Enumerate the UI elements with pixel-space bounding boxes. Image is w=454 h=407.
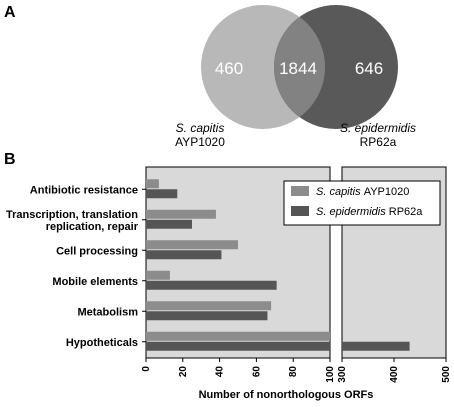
legend: S. capitis AYP1020 S. epidermidis RP62a bbox=[283, 180, 441, 226]
venn-diagram: 460 1844 646 S. capitis AYP1020 S. epide… bbox=[175, 5, 416, 149]
x-tick-label: 300 bbox=[337, 366, 348, 383]
bar bbox=[146, 179, 159, 189]
bar bbox=[146, 219, 192, 229]
bar bbox=[146, 341, 330, 351]
x-tick-label: 20 bbox=[178, 366, 189, 378]
category-label: replication, repair bbox=[46, 221, 139, 233]
venn-only-capitis-value: 460 bbox=[215, 59, 243, 78]
bar bbox=[146, 250, 222, 260]
x-tick-label: 400 bbox=[389, 366, 400, 383]
bar bbox=[146, 240, 238, 250]
venn-only-epidermidis-value: 646 bbox=[355, 59, 383, 78]
x-tick-label: 60 bbox=[251, 366, 262, 378]
bar-chart: Antibiotic resistance Transcription, tran… bbox=[6, 166, 452, 401]
legend-swatch bbox=[291, 186, 309, 196]
legend-swatch bbox=[291, 206, 309, 216]
bar bbox=[146, 311, 268, 321]
venn-label-capitis: S. capitis bbox=[176, 121, 225, 135]
x-tick-label: 40 bbox=[215, 366, 226, 378]
venn-label-capitis-strain: AYP1020 bbox=[175, 135, 225, 149]
legend-label: S. epidermidis RP62a bbox=[316, 206, 423, 218]
bar bbox=[146, 270, 170, 280]
legend-label-italic: S. epidermidis bbox=[316, 206, 389, 218]
bar bbox=[146, 301, 272, 311]
venn-label-capitis-italic: S. capitis bbox=[176, 121, 225, 135]
venn-intersection-value: 1844 bbox=[279, 59, 317, 78]
bar bbox=[342, 341, 410, 351]
panel-label-b: B bbox=[4, 151, 16, 168]
bar bbox=[146, 331, 330, 341]
x-tick-label: 80 bbox=[288, 366, 299, 378]
venn-label-epidermidis-strain: RP62a bbox=[360, 135, 397, 149]
venn-label-epidermidis-italic: S. epidermidis bbox=[340, 121, 416, 135]
x-axis-label: Number of nonorthologous ORFs bbox=[199, 389, 374, 401]
category-label: Antibiotic resistance bbox=[30, 184, 138, 196]
venn-label-epidermidis: S. epidermidis bbox=[340, 121, 416, 135]
legend-label: S. capitis AYP1020 bbox=[316, 186, 409, 198]
x-tick-label: 0 bbox=[141, 366, 152, 372]
bar bbox=[146, 280, 277, 290]
bar bbox=[146, 189, 178, 199]
legend-box bbox=[283, 180, 441, 226]
venn-overlap bbox=[274, 16, 325, 118]
category-label: Cell processing bbox=[56, 245, 138, 257]
legend-label-strain: AYP1020 bbox=[364, 186, 410, 198]
bar bbox=[146, 209, 216, 219]
category-label: Hypotheticals bbox=[66, 337, 138, 349]
legend-label-italic: S. capitis bbox=[316, 186, 364, 198]
category-label: Metabolism bbox=[77, 306, 138, 318]
legend-label-strain: RP62a bbox=[389, 206, 424, 218]
panel-label-a: A bbox=[4, 4, 16, 21]
category-label: Mobile elements bbox=[52, 276, 138, 288]
x-tick-label: 100 bbox=[325, 366, 336, 383]
category-label: Transcription, translation bbox=[6, 209, 138, 221]
x-tick-label: 500 bbox=[441, 366, 452, 383]
